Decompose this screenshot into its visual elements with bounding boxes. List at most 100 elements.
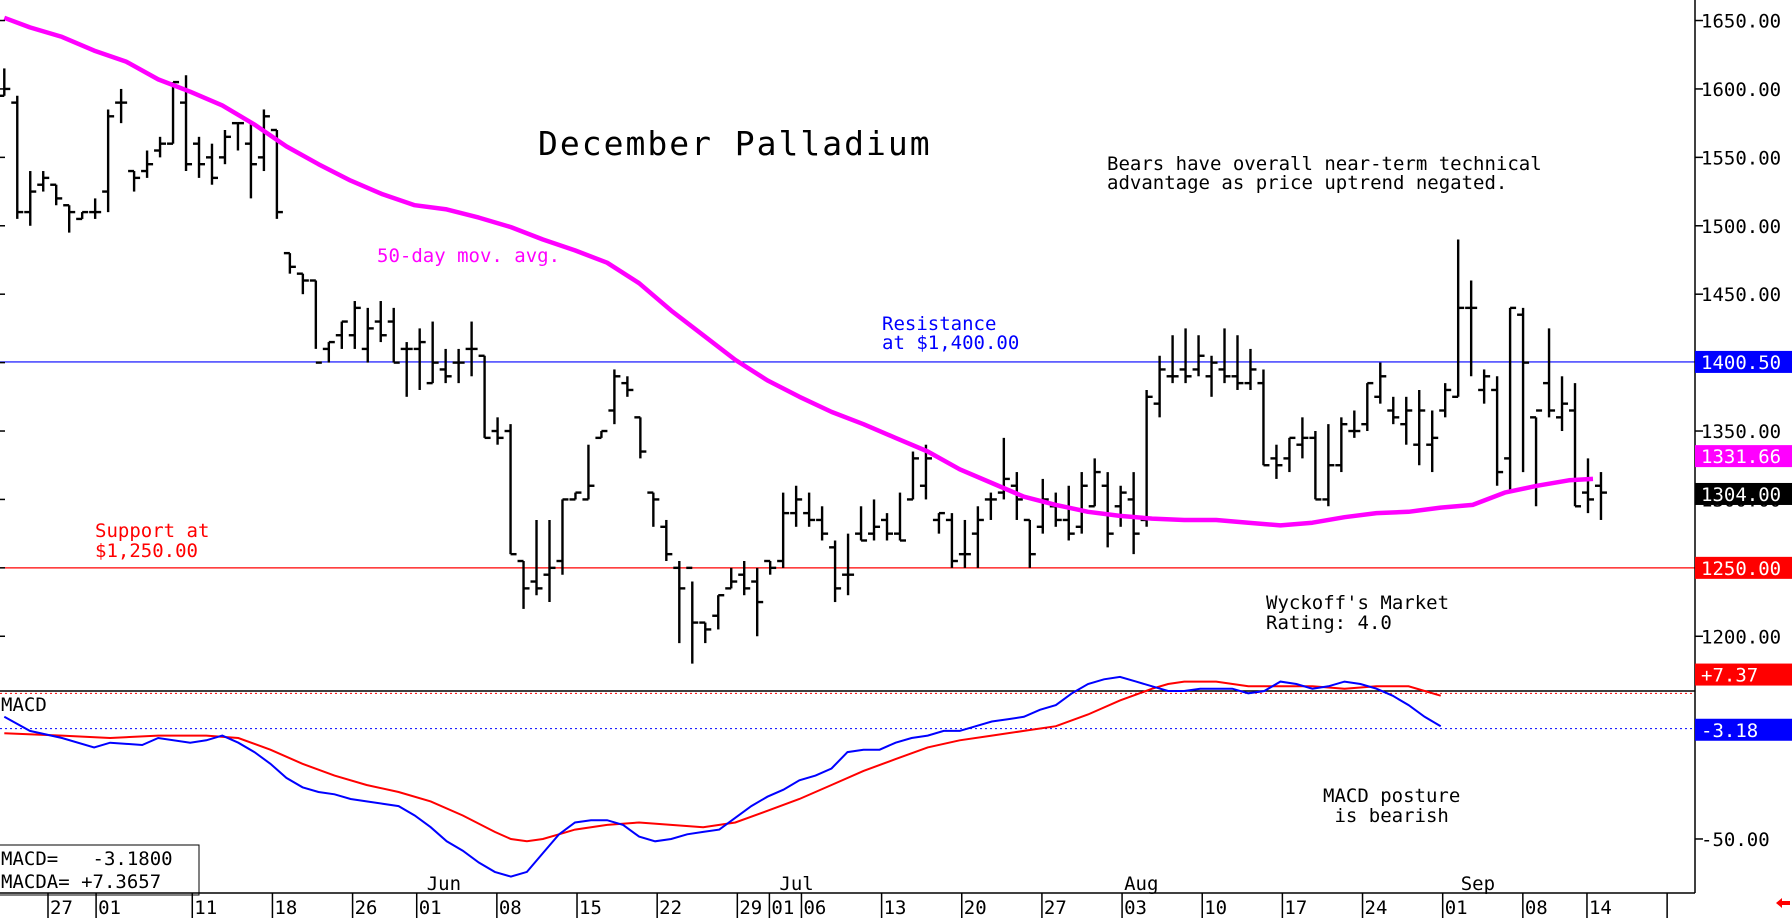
ohlc-bar bbox=[1322, 424, 1335, 507]
ohlc-bar bbox=[1088, 458, 1101, 508]
price-axis-tick-label: 1550.00 bbox=[1701, 147, 1781, 169]
ohlc-bar bbox=[1530, 409, 1543, 507]
ohlc-bar bbox=[1426, 410, 1439, 473]
ohlc-bar bbox=[335, 320, 348, 349]
ohlc-bar bbox=[582, 444, 595, 501]
macd-line bbox=[3, 675, 1442, 878]
ohlc-bar bbox=[1452, 239, 1465, 399]
macda-readout: MACDA= +7.3657 bbox=[1, 871, 161, 893]
ohlc-bar bbox=[218, 129, 231, 165]
date-axis-tick-label: 27 bbox=[1044, 897, 1067, 918]
ohlc-bar bbox=[270, 128, 283, 219]
ohlc-bar bbox=[842, 533, 855, 596]
ohlc-bar bbox=[205, 143, 218, 185]
ohlc-bar bbox=[816, 506, 829, 541]
ohlc-bar bbox=[686, 566, 699, 664]
date-axis-tick-label: 29 bbox=[739, 897, 762, 918]
date-axis-tick-label: 24 bbox=[1365, 897, 1388, 918]
resistance-value-box-text: 1400.50 bbox=[1701, 352, 1781, 374]
ohlc-bar bbox=[517, 559, 530, 609]
ohlc-bar bbox=[829, 540, 842, 603]
ohlc-bar bbox=[102, 109, 115, 213]
resistance-label-line2: at $1,400.00 bbox=[882, 332, 1019, 354]
support-value-box-bg bbox=[1695, 556, 1792, 579]
ohlc-bar bbox=[608, 369, 621, 425]
ohlc-bar bbox=[193, 136, 206, 178]
date-axis-tick-label: 01 bbox=[771, 897, 794, 918]
ohlc-bar bbox=[296, 272, 309, 295]
date-axis-tick-label: 27 bbox=[50, 897, 73, 918]
macda-value-box: +7.37 bbox=[1695, 663, 1792, 687]
resistance-value-box-bg bbox=[1695, 350, 1792, 373]
date-axis-tick-label: 18 bbox=[274, 897, 297, 918]
ohlc-bar bbox=[426, 321, 439, 385]
resistance-value-box: 1400.50 bbox=[1695, 350, 1792, 374]
bears-annotation-line1: Bears have overall near-term technical bbox=[1107, 153, 1542, 175]
ohlc-bar bbox=[24, 171, 37, 226]
ohlc-bar bbox=[361, 307, 374, 363]
ma-value-box-text: 1331.66 bbox=[1701, 446, 1781, 468]
ohlc-bar bbox=[1491, 376, 1504, 486]
support-value-box: 1250.00 bbox=[1695, 556, 1792, 580]
ohlc-bar bbox=[283, 251, 296, 274]
ohlc-bar bbox=[1478, 369, 1491, 404]
ohlc-bar bbox=[634, 416, 647, 459]
moving-average-line bbox=[3, 15, 1594, 528]
ohlc-bar bbox=[167, 80, 180, 145]
ohlc-bar bbox=[89, 198, 102, 219]
macd-readout-box bbox=[0, 844, 200, 896]
ohlc-bar bbox=[63, 204, 76, 233]
date-axis-ticks: 27 01 11 18 26 01 08 15 22 29 01 06 13 20 27 03 10 17 24 01… bbox=[47, 873, 1668, 919]
ohlc-bar bbox=[309, 279, 322, 364]
ohlc-bar bbox=[1257, 369, 1270, 467]
price-axis-tick-label: 1600.00 bbox=[1701, 79, 1781, 101]
ohlc-bar bbox=[1439, 383, 1452, 418]
ohlc-bar bbox=[1075, 472, 1088, 534]
macd-value-box-text: -3.18 bbox=[1701, 720, 1758, 742]
ohlc-bar bbox=[932, 511, 945, 534]
ohlc-bar bbox=[556, 498, 569, 575]
date-axis-tick-label: 08 bbox=[499, 897, 522, 918]
last-price-value-box-bg bbox=[1695, 482, 1792, 505]
ohlc-bar bbox=[154, 136, 167, 158]
ohlc-bar bbox=[1218, 328, 1231, 384]
ohlc-bar bbox=[400, 342, 413, 397]
ohlc-bar bbox=[1205, 355, 1218, 397]
ohlc-bar bbox=[1517, 307, 1530, 473]
macd-annotation-line1: MACD posture bbox=[1323, 785, 1460, 807]
ohlc-bar bbox=[764, 559, 777, 575]
ohlc-bar bbox=[1465, 280, 1478, 377]
date-axis-tick-label: 13 bbox=[884, 897, 907, 918]
ohlc-bar bbox=[244, 123, 257, 199]
ohlc-bar bbox=[1127, 472, 1140, 555]
wyckoff-label-line1: Wyckoff's Market bbox=[1266, 592, 1449, 614]
ohlc-bar bbox=[712, 594, 725, 630]
macda-value-box-bg bbox=[1695, 663, 1792, 686]
ohlc-bar bbox=[1270, 444, 1283, 479]
ohlc-bar bbox=[958, 519, 971, 568]
date-axis-tick-label: 01 bbox=[98, 897, 121, 918]
scroll-left-arrow-icon[interactable] bbox=[1776, 898, 1790, 908]
date-axis-tick-label: 14 bbox=[1589, 897, 1612, 918]
ohlc-bar bbox=[1361, 381, 1374, 432]
price-axis-tick-label: 1350.00 bbox=[1701, 421, 1781, 443]
ohlc-bar bbox=[1387, 396, 1400, 425]
macd-panel: MACD MACD posture is bearish MACD= -3.18… bbox=[0, 675, 1695, 896]
support-label-line2: $1,250.00 bbox=[95, 540, 198, 562]
date-axis-tick-label: 01 bbox=[1445, 897, 1468, 918]
price-axis-tick-label: 1650.00 bbox=[1701, 11, 1781, 33]
wyckoff-label-line2: Rating: 4.0 bbox=[1266, 612, 1392, 634]
ohlc-bar bbox=[0, 68, 11, 97]
ohlc-bar bbox=[37, 171, 50, 192]
ohlc-bar bbox=[1283, 436, 1296, 473]
ohlc-bar bbox=[725, 567, 738, 590]
ohlc-bar bbox=[893, 492, 906, 542]
ohlc-bar bbox=[1296, 417, 1309, 459]
ohlc-bar bbox=[478, 354, 491, 440]
date-axis: 27 01 11 18 26 01 08 15 22 29 01 06 13 20 27 03 10 17 24 01… bbox=[0, 873, 1695, 919]
ohlc-bar bbox=[1594, 472, 1607, 520]
ohlc-bar bbox=[1309, 431, 1322, 501]
price-axis-tick-label: 1500.00 bbox=[1701, 216, 1781, 238]
ohlc-bar bbox=[141, 150, 154, 178]
date-axis-tick-label: 10 bbox=[1204, 897, 1227, 918]
